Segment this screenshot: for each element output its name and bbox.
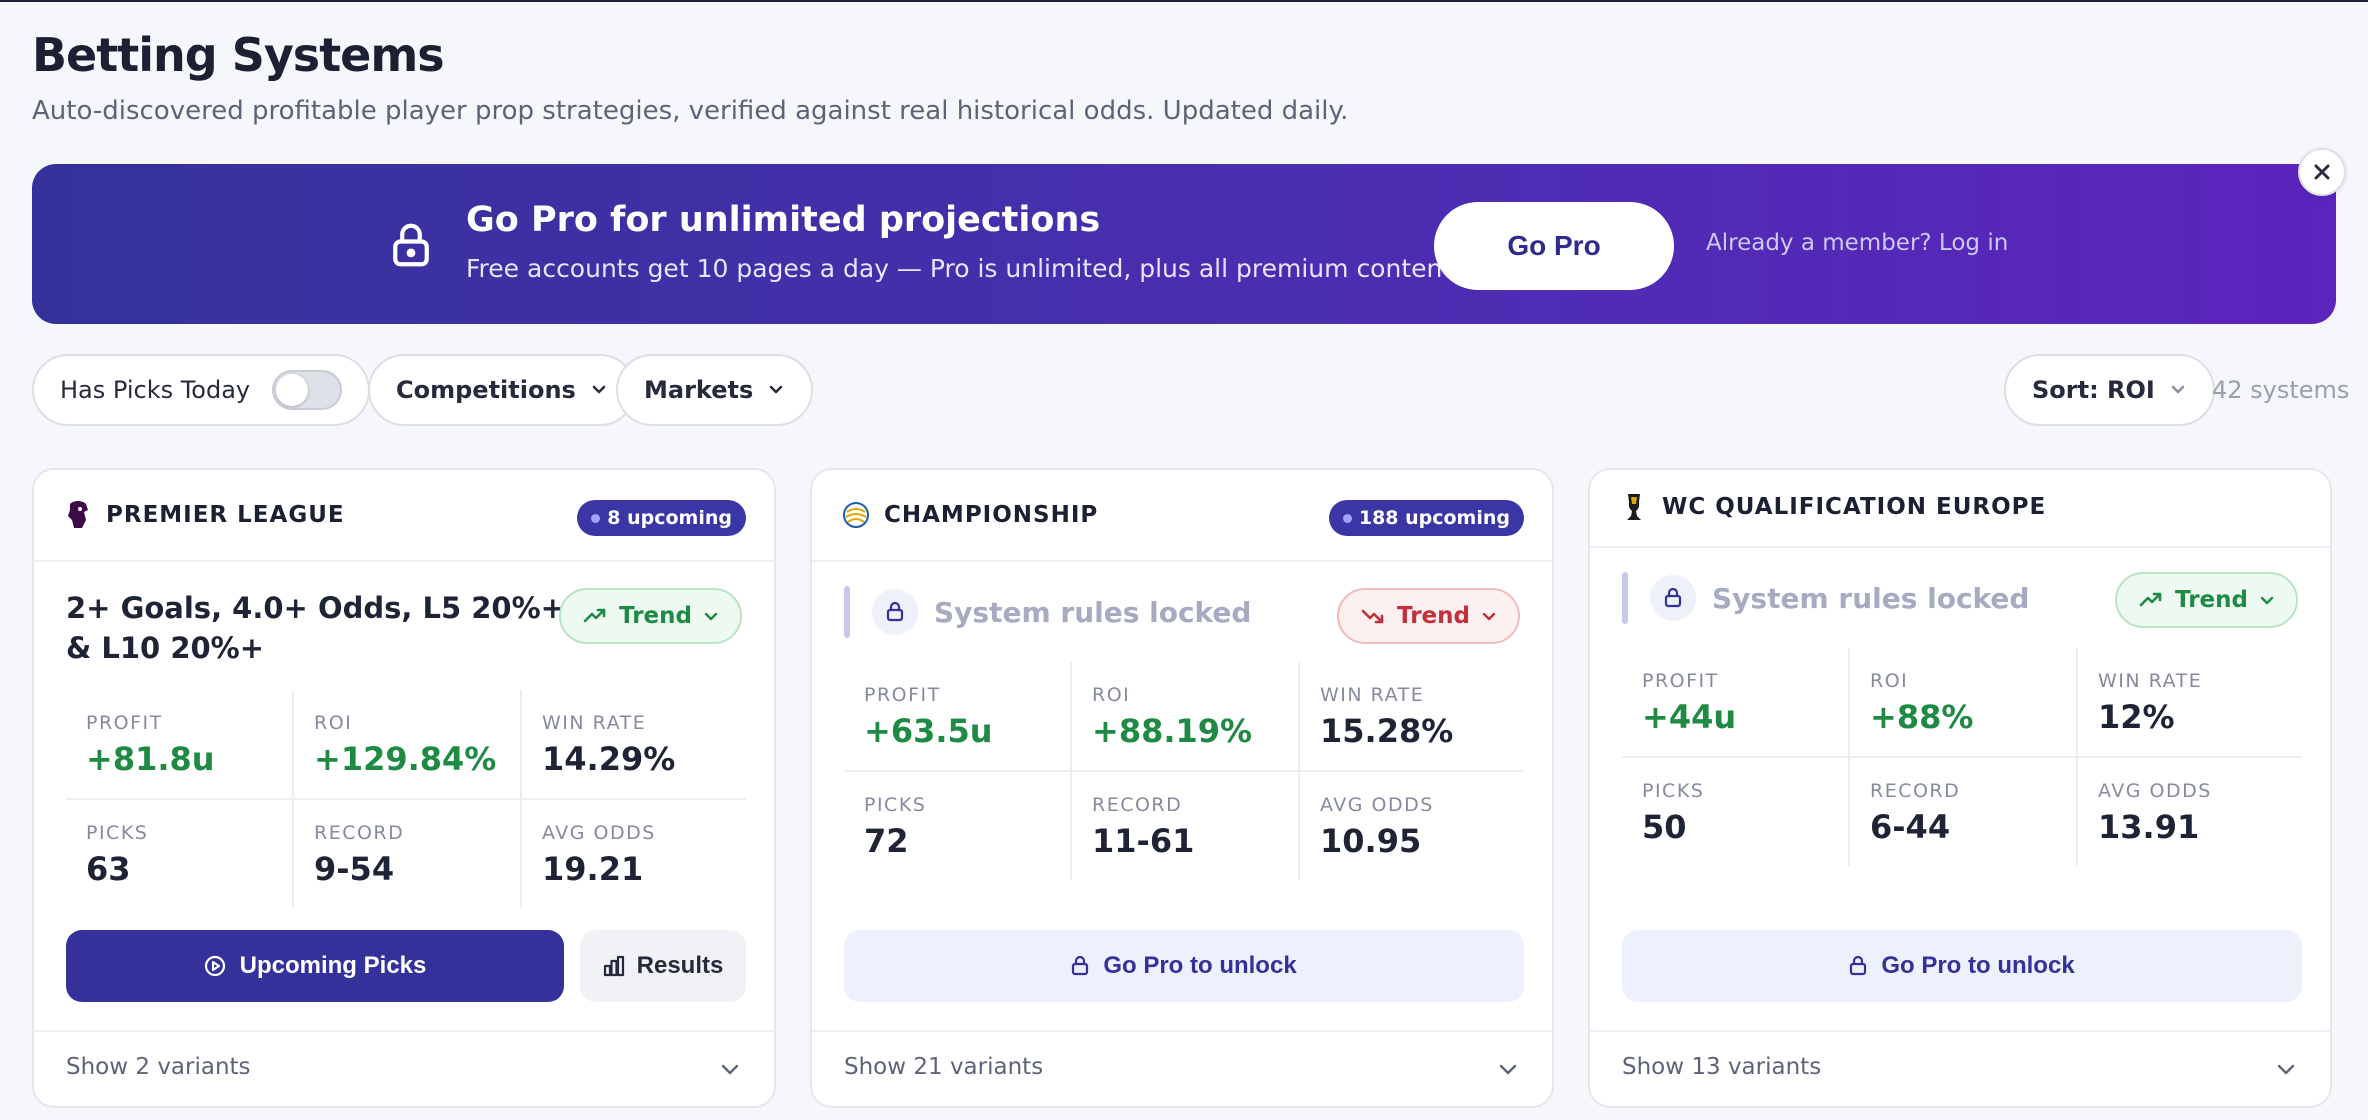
variants-label: Show 21 variants xyxy=(844,1054,1044,1080)
stat-record: RECORD 9-54 xyxy=(292,800,518,908)
locked-text: System rules locked xyxy=(934,595,1252,629)
stat-win-rate: WIN RATE 14.29% xyxy=(520,690,746,798)
stat-win-rate: WIN RATE 12% xyxy=(2076,648,2302,756)
has-picks-today-label: Has Picks Today xyxy=(60,376,251,404)
page-subtitle: Auto-discovered profitable player prop s… xyxy=(32,96,1349,126)
stats-grid: PROFIT +44u ROI +88% WIN RATE 12% PICKS 50 R… xyxy=(1622,648,2302,868)
stat-record: RECORD 11-61 xyxy=(1070,772,1296,880)
go-pro-button[interactable]: Go Pro xyxy=(1434,202,1674,290)
chevron-down-icon xyxy=(704,612,718,621)
banner-subtitle: Free accounts get 10 pages a day — Pro i… xyxy=(466,254,1453,283)
sort-label: Sort: ROI xyxy=(2032,376,2155,404)
banner-title: Go Pro for unlimited projections xyxy=(466,200,1101,240)
results-label: Results xyxy=(636,952,724,979)
system-card-wc-qualification-europe: WC QUALIFICATION EUROPE System rules loc… xyxy=(1588,468,2332,1108)
trend-label: Trend xyxy=(619,603,692,629)
stats-grid: PROFIT +81.8u ROI +129.84% WIN RATE 14.29% … xyxy=(66,690,746,910)
chevron-down-icon xyxy=(721,1064,739,1075)
stat-picks: PICKS 50 xyxy=(1642,780,1705,846)
stat-profit: PROFIT +44u xyxy=(1642,670,1737,736)
stat-record: RECORD 6-44 xyxy=(1848,758,2074,866)
chevron-down-icon xyxy=(592,385,606,394)
trend-label: Trend xyxy=(1397,603,1470,629)
trend-dropdown[interactable]: Trend xyxy=(2115,572,2298,628)
stat-roi: ROI +129.84% xyxy=(292,690,518,798)
chevron-down-icon xyxy=(2277,1064,2295,1075)
system-card-premier-league: PREMIER LEAGUE 8 upcoming 2+ Goals, 4.0+… xyxy=(32,468,776,1108)
systems-count: 42 systems xyxy=(2212,376,2350,404)
close-banner-button[interactable] xyxy=(2298,148,2346,196)
login-link[interactable]: Already a member? Log in xyxy=(1706,230,2009,256)
go-pro-unlock-button[interactable]: Go Pro to unlock xyxy=(844,930,1524,1002)
page-title: Betting Systems xyxy=(32,28,445,82)
trend-dropdown[interactable]: Trend xyxy=(559,588,742,644)
trend-label: Trend xyxy=(2175,587,2248,613)
trend-dropdown[interactable]: Trend xyxy=(1337,588,1520,644)
premier-league-logo-icon xyxy=(68,501,88,528)
card-header: CHAMPIONSHIP 188 upcoming xyxy=(812,470,1552,562)
lock-icon xyxy=(886,602,904,622)
championship-logo-icon xyxy=(843,502,869,528)
stat-profit: PROFIT +63.5u xyxy=(864,684,993,750)
locked-rules: System rules locked xyxy=(1622,572,2029,624)
variants-label: Show 13 variants xyxy=(1622,1054,1822,1080)
chevron-down-icon xyxy=(2260,596,2274,605)
trend-down-icon xyxy=(1361,609,1384,624)
show-variants-toggle[interactable]: Show 13 variants xyxy=(1590,1030,2330,1106)
lock-icon xyxy=(1072,956,1089,976)
stat-roi: ROI +88.19% xyxy=(1070,662,1296,770)
play-circle-icon xyxy=(204,955,225,977)
card-header: PREMIER LEAGUE 8 upcoming xyxy=(34,470,774,562)
system-title: 2+ Goals, 4.0+ Odds, L5 20%+ & L10 20%+ xyxy=(66,591,565,665)
lock-icon xyxy=(1850,956,1867,976)
lock-icon xyxy=(1664,588,1682,608)
stat-avg-odds: AVG ODDS 10.95 xyxy=(1298,772,1524,880)
go-pro-unlock-button[interactable]: Go Pro to unlock xyxy=(1622,930,2302,1002)
upcoming-badge: 188 upcoming xyxy=(1328,500,1524,536)
locked-text: System rules locked xyxy=(1712,581,2030,615)
bar-chart-icon xyxy=(603,955,624,977)
competition-name: WC QUALIFICATION EUROPE xyxy=(1662,494,2047,520)
has-picks-today-filter[interactable]: Has Picks Today xyxy=(32,354,371,426)
chevron-down-icon xyxy=(1499,1064,1517,1075)
stat-avg-odds: AVG ODDS 13.91 xyxy=(2076,758,2302,866)
competition-name: CHAMPIONSHIP xyxy=(884,502,1099,528)
chevron-down-icon xyxy=(1482,612,1496,621)
stat-picks: PICKS 63 xyxy=(86,822,149,888)
system-card-championship: CHAMPIONSHIP 188 upcoming System rules l… xyxy=(810,468,1554,1108)
stat-picks: PICKS 72 xyxy=(864,794,927,860)
stat-profit: PROFIT +81.8u xyxy=(86,712,215,778)
show-variants-toggle[interactable]: Show 21 variants xyxy=(812,1030,1552,1106)
stat-avg-odds: AVG ODDS 19.21 xyxy=(520,800,746,908)
unlock-label: Go Pro to unlock xyxy=(1881,952,2075,979)
toggle-knob xyxy=(276,374,309,406)
stats-grid: PROFIT +63.5u ROI +88.19% WIN RATE 15.28% P… xyxy=(844,662,1524,882)
results-button[interactable]: Results xyxy=(580,930,746,1002)
upcoming-picks-label: Upcoming Picks xyxy=(239,952,427,979)
sort-dropdown[interactable]: Sort: ROI xyxy=(2004,354,2215,426)
chevron-down-icon xyxy=(770,385,783,394)
stat-win-rate: WIN RATE 15.28% xyxy=(1298,662,1524,770)
locked-rules: System rules locked xyxy=(844,586,1251,638)
competition-name: PREMIER LEAGUE xyxy=(106,502,345,528)
chevron-down-icon xyxy=(2171,385,2185,394)
competitions-dropdown[interactable]: Competitions xyxy=(368,354,636,426)
variants-label: Show 2 variants xyxy=(66,1054,251,1080)
card-header: WC QUALIFICATION EUROPE xyxy=(1590,470,2330,548)
close-icon xyxy=(2314,164,2330,180)
competitions-label: Competitions xyxy=(396,376,576,404)
has-picks-today-toggle[interactable] xyxy=(272,370,343,410)
markets-dropdown[interactable]: Markets xyxy=(616,354,814,426)
trend-up-icon xyxy=(583,608,606,623)
markets-label: Markets xyxy=(644,376,754,404)
world-cup-logo-icon xyxy=(1627,494,1641,520)
lock-icon xyxy=(393,223,429,267)
stat-roi: ROI +88% xyxy=(1848,648,2074,756)
pro-banner: Go Pro for unlimited projections Free ac… xyxy=(32,164,2336,324)
upcoming-badge: 8 upcoming xyxy=(577,500,746,536)
unlock-label: Go Pro to unlock xyxy=(1103,952,1297,979)
trend-up-icon xyxy=(2139,592,2162,607)
show-variants-toggle[interactable]: Show 2 variants xyxy=(34,1030,774,1106)
upcoming-picks-button[interactable]: Upcoming Picks xyxy=(66,930,564,1002)
